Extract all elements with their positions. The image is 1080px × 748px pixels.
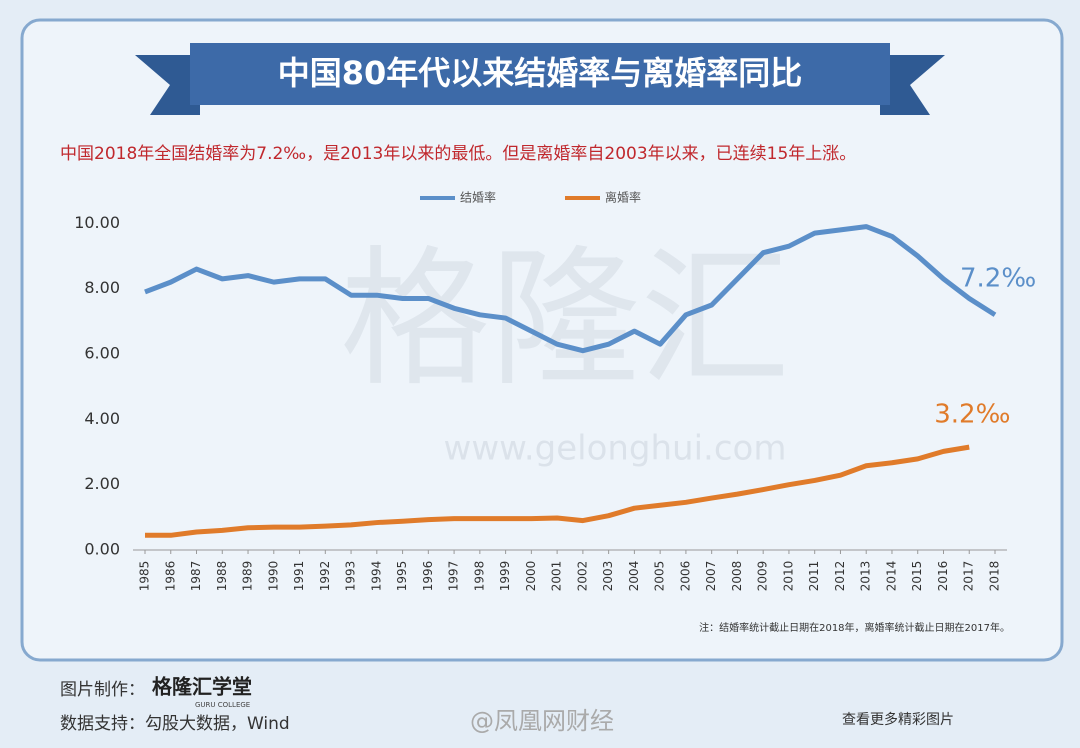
x-tick-label: 1986 (163, 561, 177, 592)
x-tick-label: 2003 (601, 561, 615, 592)
x-tick-label: 2005 (653, 561, 667, 592)
x-tick-label: 2012 (833, 561, 847, 592)
end-label: 7.2‰ (960, 263, 1036, 293)
banner-tail (880, 55, 945, 115)
x-tick-label: 2016 (936, 561, 950, 592)
x-tick-label: 1997 (447, 561, 461, 592)
x-tick-label: 1995 (395, 561, 409, 592)
note: 注：结婚率统计截止日期在2018年，离婚率统计截止日期在2017年。 (699, 621, 1010, 634)
x-tick-label: 1985 (138, 561, 152, 592)
x-tick-label: 2002 (575, 561, 589, 592)
y-tick-label: 2.00 (84, 474, 120, 493)
x-tick-label: 2004 (627, 561, 641, 592)
x-tick-label: 1993 (344, 561, 358, 592)
x-tick-label: 2018 (988, 561, 1002, 592)
y-tick-label: 8.00 (84, 278, 120, 297)
x-tick-label: 2013 (859, 561, 873, 592)
legend-label: 结婚率 (460, 190, 496, 205)
x-tick-label: 1992 (318, 561, 332, 592)
panel (20, 18, 1064, 662)
x-tick-label: 1989 (241, 561, 255, 592)
legend-label: 离婚率 (605, 190, 641, 205)
y-tick-label: 10.00 (74, 213, 120, 232)
chart-title: 中国80年代以来结婚率与离婚率同比 (278, 54, 803, 92)
maker-label: 图片制作： (60, 680, 145, 700)
more: 查看更多精彩图片 (842, 711, 954, 728)
maker: 格隆汇学堂 (152, 675, 252, 699)
x-tick-label: 2009 (756, 561, 770, 592)
x-tick-label: 2011 (807, 561, 821, 592)
x-tick-label: 1990 (266, 561, 280, 592)
series-line (144, 224, 997, 354)
x-tick-label: 1994 (369, 561, 383, 592)
x-tick-label: 2010 (781, 561, 795, 592)
x-tick-label: 2015 (910, 561, 924, 592)
x-tick-label: 2006 (678, 561, 692, 592)
x-tick-label: 1987 (189, 561, 203, 592)
x-tick-label: 1991 (292, 561, 306, 592)
x-tick-label: 2001 (550, 561, 564, 592)
y-tick-label: 6.00 (84, 344, 120, 363)
x-tick-label: 1999 (498, 561, 512, 592)
weibo: @凤凰网财经 (470, 707, 614, 735)
watermark: 格隆汇 (340, 233, 790, 407)
x-tick-label: 2017 (962, 561, 976, 592)
x-tick-label: 2007 (704, 561, 718, 592)
banner-tail (135, 55, 200, 115)
maker-en: GURU COLLEGE (195, 701, 250, 709)
series-line (145, 444, 970, 538)
x-tick-label: 2000 (524, 561, 538, 592)
x-tick-label: 1996 (421, 561, 435, 592)
y-tick-label: 0.00 (84, 540, 120, 559)
y-tick-label: 4.00 (84, 409, 120, 428)
x-tick-label: 1998 (472, 561, 486, 592)
banner (190, 43, 890, 105)
source: 数据支持：勾股大数据，Wind (60, 714, 290, 734)
x-tick-label: 2014 (884, 561, 898, 592)
subtitle: 中国2018年全国结婚率为7.2‰，是2013年以来的最低。但是离婚率自2003… (60, 144, 856, 164)
end-label: 3.2‰ (934, 400, 1010, 430)
x-tick-label: 2008 (730, 561, 744, 592)
x-tick-label: 1988 (215, 561, 229, 592)
watermark-url: www.gelonghui.com (444, 429, 787, 469)
